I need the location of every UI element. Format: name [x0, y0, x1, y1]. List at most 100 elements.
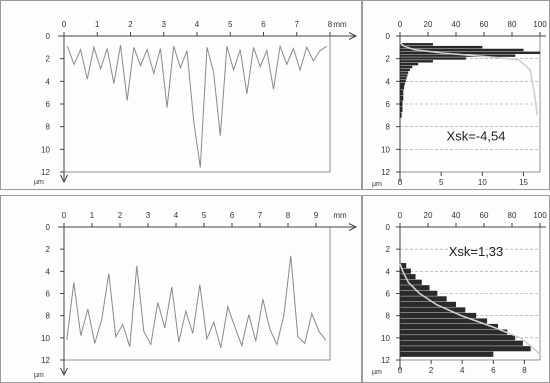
- top-tick-label-histogram-top: 0: [398, 20, 403, 29]
- x-tick-label-profile-top: 6: [261, 20, 266, 29]
- y-tick-label-histogram-top: 6: [386, 100, 391, 109]
- top-tick-label-histogram-bottom: 100: [533, 211, 547, 220]
- x-tick-label-profile-top: 2: [128, 20, 133, 29]
- x-tick-label-profile-top: 3: [162, 20, 167, 29]
- profile-line-profile-top: [66, 44, 327, 168]
- top-tick-label-histogram-top: 40: [452, 20, 461, 29]
- x-axis-arrow-profile-bottom: [348, 223, 358, 231]
- top-tick-label-histogram-top: 80: [508, 20, 517, 29]
- bottom-tick-label-histogram-bottom: 0: [398, 366, 403, 375]
- histogram-bar-histogram-bottom: [400, 323, 498, 330]
- top-tick-label-histogram-top: 100: [533, 20, 547, 29]
- x-tick-label-profile-bottom: 3: [146, 211, 151, 220]
- histogram-bar-histogram-top: [400, 65, 413, 69]
- histogram-bar-histogram-bottom: [400, 263, 407, 269]
- x-tick-label-profile-bottom: 1: [90, 211, 95, 220]
- histogram-bar-histogram-bottom: [400, 346, 531, 352]
- top-tick-label-histogram-bottom: 80: [508, 211, 517, 220]
- x-tick-label-profile-top: 5: [228, 20, 233, 29]
- plot-area-profile-bottom: [63, 226, 331, 361]
- y-unit-label-profile-top: µm: [34, 179, 44, 186]
- histogram-bar-histogram-top: [400, 112, 402, 118]
- y-tick-label-profile-top: 12: [41, 168, 50, 177]
- y-tick-label-histogram-top: 8: [386, 123, 391, 132]
- x-tick-label-profile-bottom: 2: [118, 211, 123, 220]
- y-tick-label-profile-top: 8: [46, 123, 51, 132]
- bottom-tick-label-histogram-bottom: 8: [522, 366, 527, 375]
- y-unit-label-histogram-bottom: µm: [372, 369, 382, 376]
- y-tick-label-profile-bottom: 6: [46, 290, 51, 299]
- abbott-curve-histogram-top: [399, 42, 538, 116]
- y-unit-label-histogram-top: µm: [372, 181, 382, 188]
- y-tick-label-profile-bottom: 12: [41, 356, 50, 365]
- y-tick-label-profile-bottom: 0: [46, 223, 51, 232]
- histogram-bar-histogram-top: [400, 95, 404, 101]
- histogram-bar-histogram-bottom: [400, 312, 477, 319]
- histogram-bar-histogram-bottom: [400, 335, 516, 341]
- x-tick-label-profile-top: 4: [195, 20, 200, 29]
- x-tick-label-profile-bottom: 4: [174, 211, 179, 220]
- x-tick-label-profile-bottom: 5: [202, 211, 207, 220]
- y-axis-arrow-profile-bottom: [60, 367, 68, 377]
- x-axis-arrow-profile-top: [348, 32, 358, 40]
- profile-line-profile-bottom: [66, 255, 327, 348]
- y-tick-label-profile-bottom: 4: [46, 267, 51, 276]
- x-unit-label-profile-bottom: mm: [333, 211, 347, 220]
- top-tick-label-histogram-top: 20: [424, 20, 433, 29]
- y-tick-label-histogram-top: 0: [386, 32, 391, 41]
- histogram-bar-histogram-top: [400, 84, 405, 90]
- top-tick-label-histogram-bottom: 60: [480, 211, 489, 220]
- y-tick-label-histogram-bottom: 2: [386, 245, 391, 254]
- abbott-curve-histogram-bottom: [399, 263, 541, 356]
- histogram-bar-histogram-top: [400, 57, 466, 60]
- y-axis-arrow-profile-top: [60, 174, 68, 184]
- histogram-bar-histogram-bottom: [400, 351, 494, 357]
- histogram-bar-histogram-top: [400, 77, 407, 80]
- histogram-bar-histogram-bottom: [400, 329, 508, 335]
- histogram-bar-histogram-bottom: [400, 268, 411, 274]
- panel-frame-profile-bottom: [0, 195, 362, 383]
- panel-frame-profile-top: [0, 0, 362, 190]
- y-tick-label-histogram-bottom: 0: [386, 223, 391, 232]
- bottom-tick-label-histogram-bottom: 4: [460, 366, 465, 375]
- y-tick-label-profile-top: 6: [46, 100, 51, 109]
- y-tick-label-profile-bottom: 10: [41, 334, 50, 343]
- x-tick-label-profile-bottom: 9: [314, 211, 319, 220]
- top-tick-label-histogram-top: 60: [480, 20, 489, 29]
- histogram-bar-histogram-bottom: [400, 296, 447, 302]
- y-tick-label-histogram-bottom: 10: [381, 334, 390, 343]
- top-tick-label-histogram-bottom: 40: [452, 211, 461, 220]
- x-tick-label-profile-bottom: 0: [62, 211, 67, 220]
- histogram-bar-histogram-top: [400, 101, 403, 107]
- histogram-bar-histogram-top: [400, 54, 516, 57]
- y-tick-label-histogram-top: 2: [386, 55, 391, 64]
- y-tick-label-profile-top: 4: [46, 77, 51, 86]
- y-tick-label-profile-top: 10: [41, 145, 50, 154]
- histogram-bar-histogram-bottom: [400, 301, 456, 307]
- histogram-bar-histogram-bottom: [400, 340, 523, 346]
- y-tick-label-profile-bottom: 8: [46, 312, 51, 321]
- histogram-bar-histogram-top: [400, 82, 405, 86]
- histogram-bar-histogram-bottom: [400, 279, 422, 285]
- y-unit-label-profile-bottom: µm: [34, 372, 44, 379]
- histogram-bar-histogram-top: [400, 79, 406, 83]
- y-tick-label-histogram-top: 10: [381, 145, 390, 154]
- y-tick-label-histogram-bottom: 12: [381, 356, 390, 365]
- skewness-label-histogram-top: Xsk=-4,54: [447, 128, 506, 143]
- histogram-bar-histogram-top: [400, 43, 433, 46]
- histogram-bar-histogram-top: [400, 62, 419, 66]
- histogram-bar-histogram-top: [400, 106, 403, 113]
- histogram-bar-histogram-top: [400, 68, 410, 72]
- top-tick-label-histogram-bottom: 0: [398, 211, 403, 220]
- histogram-bar-histogram-top: [400, 74, 408, 77]
- bottom-tick-label-histogram-bottom: 2: [429, 366, 434, 375]
- histogram-bar-histogram-top: [400, 48, 524, 52]
- bottom-tick-label-histogram-top: 5: [439, 178, 444, 187]
- x-tick-label-profile-top: 8: [328, 20, 333, 29]
- y-tick-label-histogram-bottom: 6: [386, 290, 391, 299]
- histogram-bar-histogram-bottom: [400, 318, 488, 324]
- histogram-bar-histogram-top: [400, 45, 483, 49]
- x-tick-label-profile-bottom: 6: [230, 211, 235, 220]
- y-tick-label-histogram-top: 12: [381, 168, 390, 177]
